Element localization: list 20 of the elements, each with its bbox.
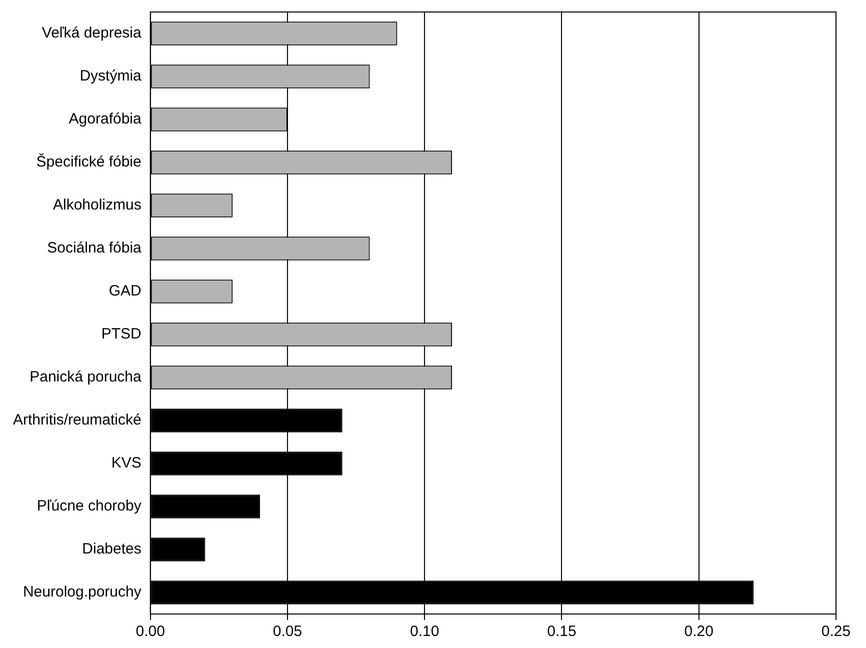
y-tick-label: Veľká depresia xyxy=(42,24,142,42)
y-tick-label: KVS xyxy=(111,454,142,472)
y-tick-label: Arthritis/reumatické xyxy=(12,412,142,429)
x-tick-label: 0.20 xyxy=(684,623,714,640)
y-tick-label: Agorafóbia xyxy=(68,110,142,128)
y-tick-label: Neurolog.poruchy xyxy=(22,584,142,601)
y-tick-label: Dystýmia xyxy=(80,68,142,85)
y-tick-label: Sociálna fóbia xyxy=(47,240,142,257)
y-tick-label: Pľúcne choroby xyxy=(36,498,142,515)
x-tick-label: 0.05 xyxy=(272,623,302,640)
x-tick-label: 0.15 xyxy=(547,623,576,640)
y-tick-label: GAD xyxy=(108,282,142,300)
y-tick-label: PTSD xyxy=(101,326,142,343)
x-tick-label: 0.25 xyxy=(821,623,851,640)
y-tick-label: Panická porucha xyxy=(30,368,142,386)
x-tick-label: 0.10 xyxy=(410,623,440,640)
y-tick-label: Špecifické fóbie xyxy=(36,152,142,171)
y-tick-label: Diabetes xyxy=(82,540,142,558)
x-tick-label: 0.00 xyxy=(136,623,165,640)
y-tick-label: Alkoholizmus xyxy=(52,196,142,214)
